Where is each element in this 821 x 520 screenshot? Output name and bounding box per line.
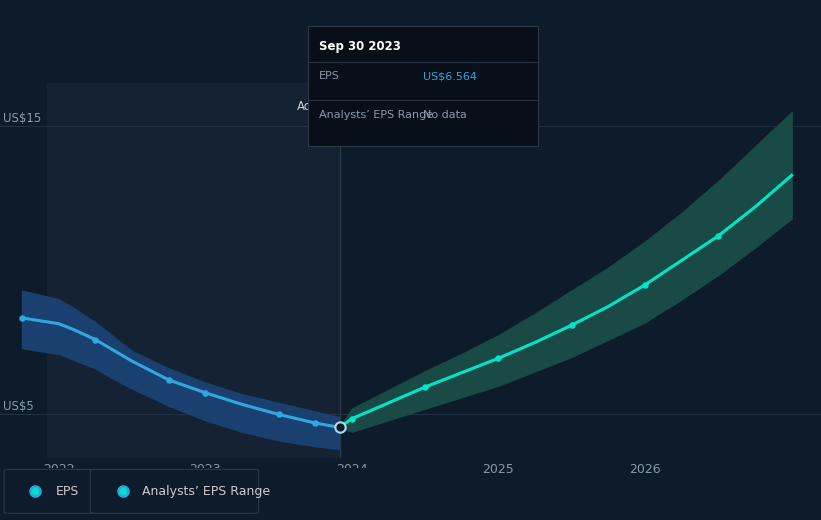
Text: Analysts’ EPS Range: Analysts’ EPS Range xyxy=(142,485,270,498)
Point xyxy=(565,321,578,329)
Text: Analysts’ EPS Range: Analysts’ EPS Range xyxy=(319,110,433,120)
Bar xyxy=(47,83,340,458)
Text: US$5: US$5 xyxy=(3,400,34,413)
Text: Sep 30 2023: Sep 30 2023 xyxy=(319,41,401,54)
Point xyxy=(712,232,725,240)
Point xyxy=(89,335,102,344)
Point xyxy=(199,388,212,397)
Point xyxy=(346,414,359,423)
FancyBboxPatch shape xyxy=(90,470,259,513)
Point xyxy=(639,281,652,289)
Point xyxy=(419,383,432,391)
Point xyxy=(309,419,322,427)
Point xyxy=(162,375,175,384)
Text: US$15: US$15 xyxy=(3,112,41,125)
Text: EPS: EPS xyxy=(56,485,79,498)
Text: EPS: EPS xyxy=(319,71,340,82)
Text: Actual: Actual xyxy=(297,100,334,113)
FancyBboxPatch shape xyxy=(4,470,99,513)
Point xyxy=(16,314,29,322)
Text: US$6.564: US$6.564 xyxy=(423,71,477,82)
Text: No data: No data xyxy=(423,110,466,120)
Point xyxy=(492,354,505,362)
Text: Analysts Forecasts: Analysts Forecasts xyxy=(346,100,456,113)
Point xyxy=(333,423,346,432)
Point xyxy=(333,423,346,432)
Point xyxy=(272,410,285,419)
